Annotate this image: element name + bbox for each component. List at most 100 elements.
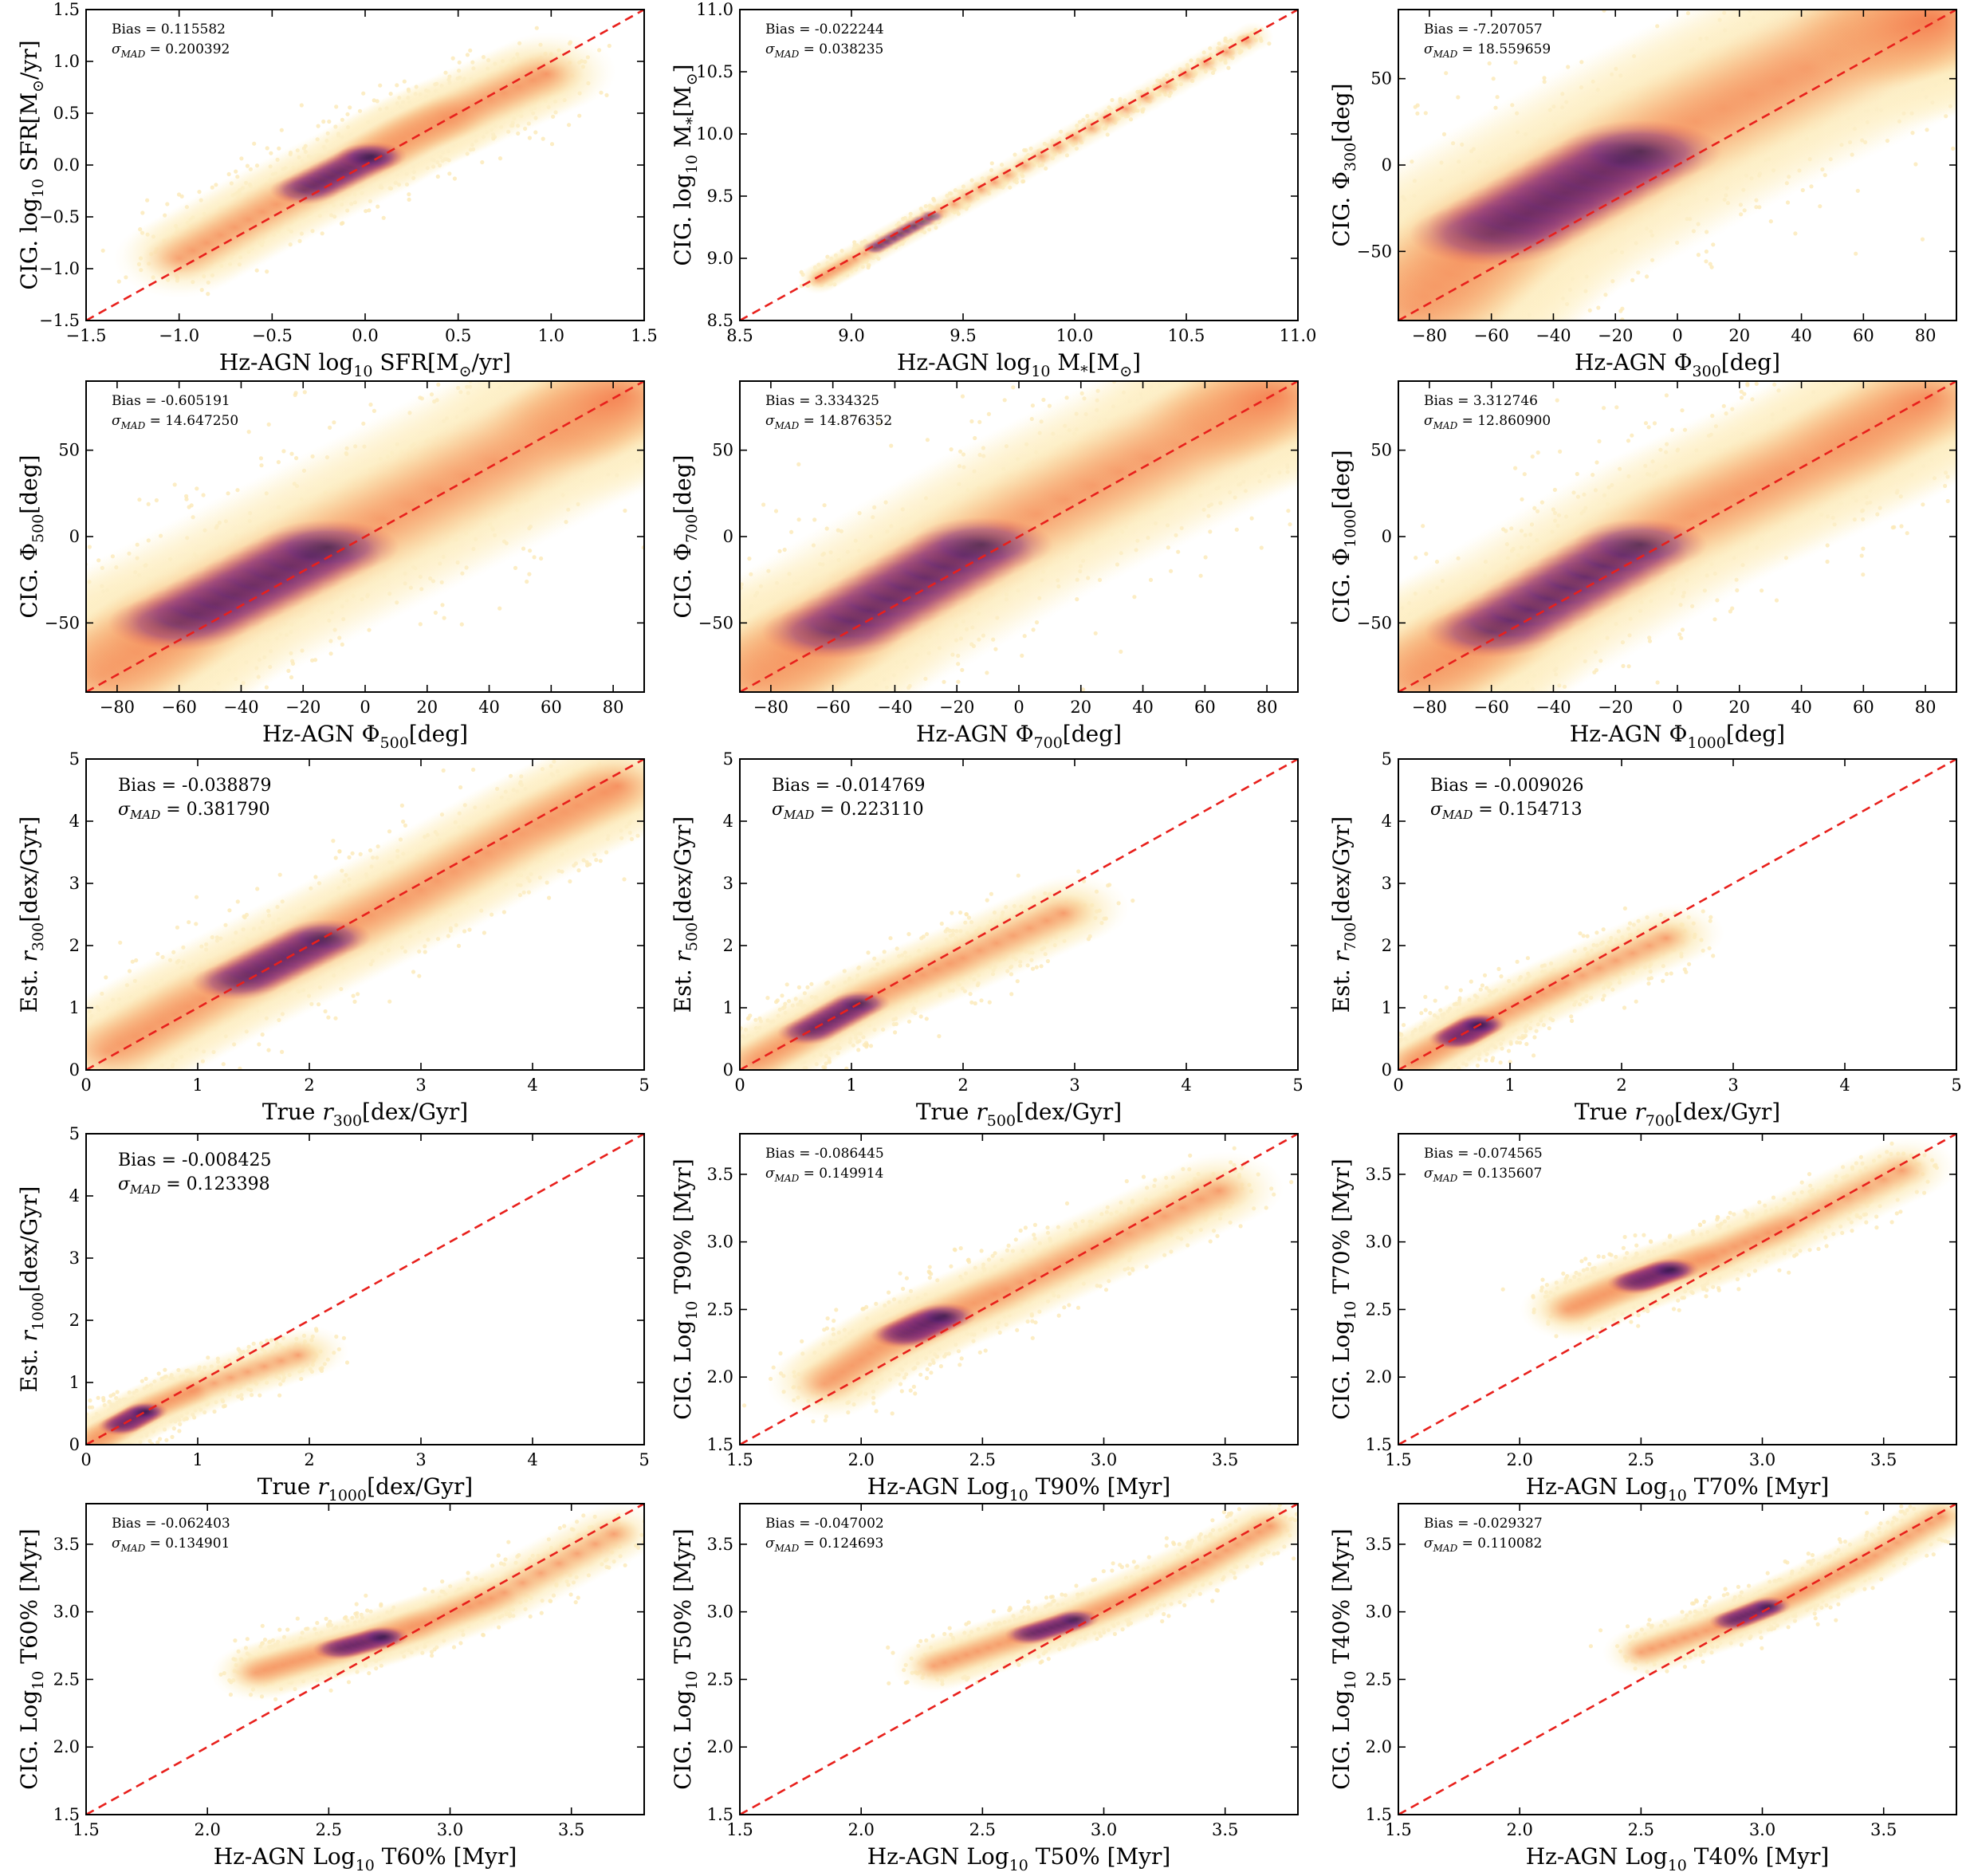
scatter-point [747,557,752,561]
scatter-point [1272,293,1276,297]
scatter-point [683,399,687,403]
scatter-point [713,380,717,383]
scatter-point [1377,281,1381,285]
scatter-point [1350,407,1354,411]
scatter-point [1198,573,1203,578]
scatter-point [1347,256,1351,260]
scatter-point [114,718,118,722]
x-axis-label: Hz-AGN Φ300​[deg] [1575,349,1780,380]
scatter-point [533,130,538,135]
sigma-annotation: σMAD = 0.038235 [765,41,883,60]
scatter-point [750,738,754,742]
scatter-point [714,667,718,671]
scatter-point [680,636,684,640]
scatter-point [716,507,720,511]
scatter-point [1142,340,1146,344]
scatter-point [1252,327,1256,331]
scatter-point [1002,398,1007,403]
scatter-point [1187,348,1191,352]
scatter-point [368,402,373,407]
scatter-point [635,348,639,352]
scatter-point [1249,516,1254,521]
x-tick-label: −20 [1598,326,1633,345]
scatter-point [744,400,748,404]
scatter-point [1334,376,1338,380]
scatter-point [1322,426,1326,430]
scatter-point [1358,328,1362,332]
bias-annotation: Bias = 0.115582 [112,22,226,37]
scatter-point [623,508,627,513]
scatter-point [1119,649,1123,655]
scatter-point [321,119,326,124]
scatter-point [1332,439,1336,442]
x-tick-label: −20 [285,698,320,717]
x-tick-label: 8.5 [726,326,753,345]
scatter-point [1103,335,1107,339]
scatter-point [545,356,549,360]
scatter-point [699,474,703,478]
scatter-point [502,376,506,380]
scatter-point [1442,353,1446,357]
scatter-point [254,268,259,273]
scatter-point [709,469,713,473]
scatter-point [1370,280,1374,284]
y-tick-label: 10.5 [696,62,733,81]
scatter-point [45,558,49,562]
scatter-point [1343,306,1347,310]
scatter-point [167,730,171,734]
scatter-point [187,505,191,509]
scatter-point [1315,426,1319,430]
scatter-point [706,686,710,690]
scatter-point [1785,200,1791,205]
scatter-point [1226,336,1230,340]
scatter-point [1337,358,1341,362]
scatter-point [1031,627,1036,632]
scatter-point [1433,348,1437,352]
bias-annotation: Bias = -0.022244 [765,22,884,37]
scatter-point [710,356,714,360]
scatter-point [1333,326,1337,330]
scatter-point [1491,77,1496,81]
scatter-point [604,546,608,550]
scatter-point [1317,218,1321,222]
scatter-point [497,606,502,611]
scatter-point [1261,305,1265,309]
scatter-point [1492,364,1496,368]
scatter-point [732,394,736,398]
scatter-point [1132,340,1136,344]
scatter-point [855,700,859,704]
scatter-point [435,174,440,179]
scatter-point [1262,343,1266,347]
scatter-point [525,579,529,584]
scatter-point [1905,3,1909,7]
scatter-point [1319,420,1323,424]
scatter-point [61,656,65,660]
reference-line [86,381,644,692]
scatter-point [567,123,572,128]
x-tick-label: 11.0 [1280,326,1317,345]
x-tick-label: 80 [603,698,624,717]
scatter-point [582,344,586,348]
scatter-point [1327,310,1331,314]
scatter-point [1333,394,1337,398]
scatter-point [1751,0,1755,2]
scatter-point [708,419,712,423]
scatter-point [1291,222,1295,226]
y-tick-label: 0 [69,527,80,546]
scatter-point [756,724,760,728]
scatter-point [139,697,143,701]
scatter-point [1367,280,1371,284]
scatter-point [1334,348,1338,352]
scatter-point [618,352,622,356]
scatter-point [560,351,564,355]
scatter-point [1444,71,1449,76]
scatter-point [1409,350,1413,354]
scatter-point [644,764,648,768]
scatter-point [195,486,199,491]
y-tick-label: 50 [1370,69,1392,88]
scatter-point [1305,367,1309,371]
scatter-point [1956,23,1960,27]
scatter-point [1376,319,1380,323]
scatter-point [1386,350,1390,354]
